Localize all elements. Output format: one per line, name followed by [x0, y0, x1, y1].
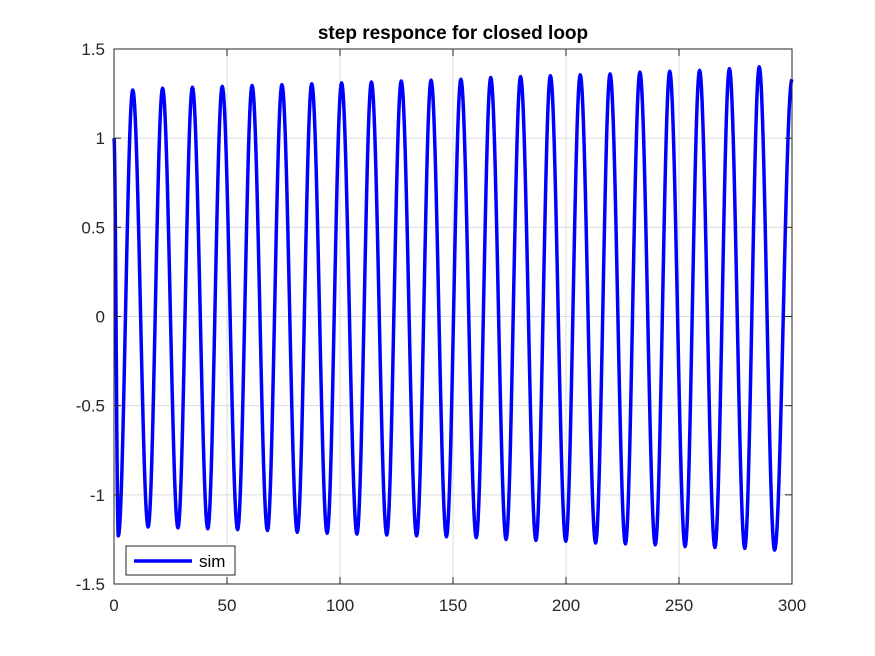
x-tick-label: 50	[218, 596, 237, 615]
y-tick-label: 1	[96, 129, 105, 148]
series-layer	[112, 65, 794, 552]
legend: sim	[125, 545, 236, 576]
x-tick-label: 100	[326, 596, 354, 615]
series-line-sim	[112, 65, 794, 552]
y-tick-label: -1.5	[76, 575, 105, 594]
x-tick-label: 0	[109, 596, 118, 615]
y-tick-label: 1.5	[81, 40, 105, 59]
tick-labels: 0 50 100 150 200 250 300 -1.5 -1 -0.5 0 0.5 1 1.5	[76, 40, 806, 615]
x-tick-label: 300	[778, 596, 806, 615]
x-tick-label: 250	[665, 596, 693, 615]
y-tick-label: 0.5	[81, 218, 105, 237]
ticks	[113, 48, 793, 585]
chart-title: step responce for closed loop	[318, 23, 588, 44]
x-tick-label: 150	[439, 596, 467, 615]
legend-label-sim: sim	[199, 552, 225, 571]
y-tick-label: -1	[90, 486, 105, 505]
y-tick-label: 0	[96, 308, 105, 327]
x-tick-label: 200	[552, 596, 580, 615]
y-tick-label: -0.5	[76, 397, 105, 416]
